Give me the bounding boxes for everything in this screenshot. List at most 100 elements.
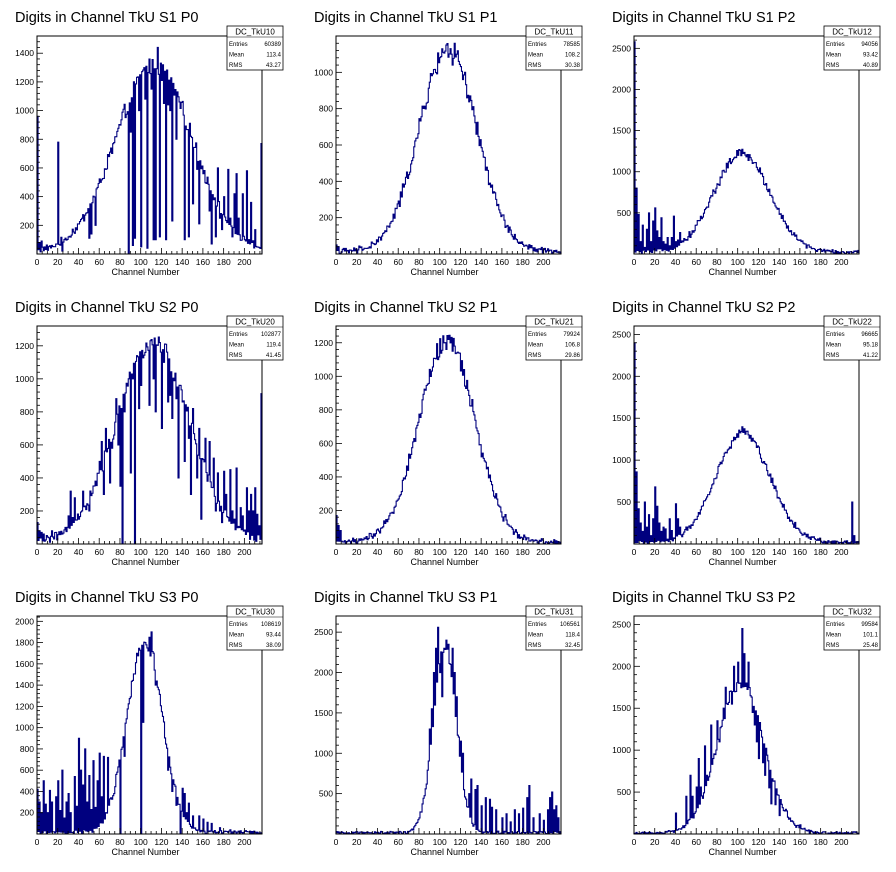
stats-value: 79924 xyxy=(563,332,580,338)
stats-box: DC_TkU32 Entries 99584 Mean 101.1 RMS 25.48 xyxy=(823,605,881,651)
y-tick-label: 1000 xyxy=(612,167,631,177)
stats-key: RMS xyxy=(229,63,242,69)
x-axis-label: Channel Number xyxy=(410,557,478,567)
stats-value: 25.48 xyxy=(863,643,879,649)
x-tick-label: 80 xyxy=(414,257,424,267)
panel-title: Digits in Channel TkU S1 P2 xyxy=(612,10,796,26)
stats-box: DC_TkU21 Entries 79924 Mean 106.8 RMS 29.86 xyxy=(525,315,583,361)
y-tick-label: 1000 xyxy=(15,723,34,733)
histogram-panel: Digits in Channel TkU S1 P1 0 20 40 60 80 100 1… xyxy=(314,10,583,277)
plot-frame xyxy=(335,615,562,835)
stats-key: Mean xyxy=(826,53,841,59)
x-tick-label: 140 xyxy=(772,257,786,267)
x-axis-label: Channel Number xyxy=(708,267,776,277)
stats-value: 113.4 xyxy=(266,53,281,59)
y-tick-label: 800 xyxy=(20,134,34,144)
y-tick-label: 200 xyxy=(319,505,333,515)
x-tick-label: 100 xyxy=(731,257,745,267)
x-tick-label: 180 xyxy=(516,257,530,267)
x-tick-label: 100 xyxy=(433,547,447,557)
stats-name: DC_TkU12 xyxy=(832,28,872,37)
x-tick-label: 20 xyxy=(650,547,660,557)
stats-key: Mean xyxy=(826,343,841,349)
x-tick-label: 40 xyxy=(74,257,84,267)
stats-key: RMS xyxy=(826,353,839,359)
histogram-line xyxy=(36,336,263,545)
stats-value: 102877 xyxy=(261,332,282,338)
stats-box: DC_TkU22 Entries 96665 Mean 95.18 RMS 41.22 xyxy=(823,315,881,361)
y-tick-label: 2500 xyxy=(612,329,631,339)
x-tick-label: 200 xyxy=(834,257,848,267)
x-tick-label: 180 xyxy=(516,547,530,557)
x-tick-label: 140 xyxy=(772,837,786,847)
y-tick-label: 200 xyxy=(319,213,333,223)
stats-key: RMS xyxy=(826,643,839,649)
x-tick-label: 0 xyxy=(334,547,339,557)
stats-key: Entries xyxy=(229,42,248,48)
histogram-line xyxy=(633,628,860,835)
x-tick-label: 140 xyxy=(474,837,488,847)
x-tick-label: 180 xyxy=(217,257,231,267)
y-tick-label: 400 xyxy=(319,176,333,186)
stats-value: 93.44 xyxy=(266,633,282,639)
histogram-line xyxy=(36,631,263,835)
x-tick-label: 40 xyxy=(373,837,383,847)
stats-value: 40.89 xyxy=(863,63,879,69)
x-tick-label: 120 xyxy=(154,837,168,847)
stats-key: Entries xyxy=(528,332,547,338)
y-tick-label: 2500 xyxy=(314,627,333,637)
y-tick-label: 600 xyxy=(20,163,34,173)
stats-value: 41.45 xyxy=(266,353,282,359)
y-tick-label: 2000 xyxy=(612,84,631,94)
panel-title: Digits in Channel TkU S2 P1 xyxy=(314,300,498,316)
y-tick-label: 2500 xyxy=(612,43,631,53)
x-tick-label: 60 xyxy=(94,837,104,847)
y-tick-label: 1200 xyxy=(15,341,34,351)
x-tick-label: 60 xyxy=(691,257,701,267)
y-tick-label: 1500 xyxy=(612,413,631,423)
x-tick-label: 200 xyxy=(237,547,251,557)
x-tick-label: 140 xyxy=(175,837,189,847)
x-tick-label: 80 xyxy=(414,547,424,557)
stats-value: 93.42 xyxy=(863,53,879,59)
x-tick-label: 200 xyxy=(536,837,550,847)
x-axis-label: Channel Number xyxy=(410,847,478,857)
x-tick-label: 0 xyxy=(35,257,40,267)
y-tick-label: 1000 xyxy=(15,106,34,116)
x-tick-label: 40 xyxy=(671,547,681,557)
y-tick-label: 400 xyxy=(20,473,34,483)
x-tick-label: 120 xyxy=(453,547,467,557)
x-tick-label: 0 xyxy=(334,837,339,847)
stats-name: DC_TkU10 xyxy=(235,28,275,37)
y-tick-label: 1000 xyxy=(314,371,333,381)
histogram-panel: Digits in Channel TkU S3 P1 0 20 40 60 80 100 1… xyxy=(314,590,583,857)
x-tick-label: 100 xyxy=(433,257,447,267)
panel-title: Digits in Channel TkU S3 P0 xyxy=(15,590,199,606)
x-tick-label: 160 xyxy=(793,837,807,847)
x-tick-label: 40 xyxy=(373,547,383,557)
x-tick-label: 100 xyxy=(433,837,447,847)
x-tick-label: 60 xyxy=(393,547,403,557)
stats-key: Entries xyxy=(229,332,248,338)
stats-key: Mean xyxy=(528,343,543,349)
x-tick-label: 60 xyxy=(94,257,104,267)
x-tick-label: 120 xyxy=(154,257,168,267)
y-tick-label: 1600 xyxy=(15,659,34,669)
stats-key: Entries xyxy=(229,622,248,628)
stats-value: 118.4 xyxy=(565,633,580,639)
x-tick-label: 40 xyxy=(671,837,681,847)
x-tick-label: 160 xyxy=(495,837,509,847)
x-tick-label: 160 xyxy=(196,837,210,847)
y-tick-label: 200 xyxy=(20,506,34,516)
panel-title: Digits in Channel TkU S1 P1 xyxy=(314,10,498,26)
stats-value: 106561 xyxy=(560,622,581,628)
y-tick-label: 2500 xyxy=(612,619,631,629)
y-tick-label: 800 xyxy=(20,744,34,754)
y-tick-label: 1000 xyxy=(314,748,333,758)
y-tick-label: 1000 xyxy=(314,67,333,77)
stats-key: Entries xyxy=(826,622,845,628)
x-axis-label: Channel Number xyxy=(111,847,179,857)
x-tick-label: 100 xyxy=(134,257,148,267)
y-tick-label: 800 xyxy=(319,104,333,114)
